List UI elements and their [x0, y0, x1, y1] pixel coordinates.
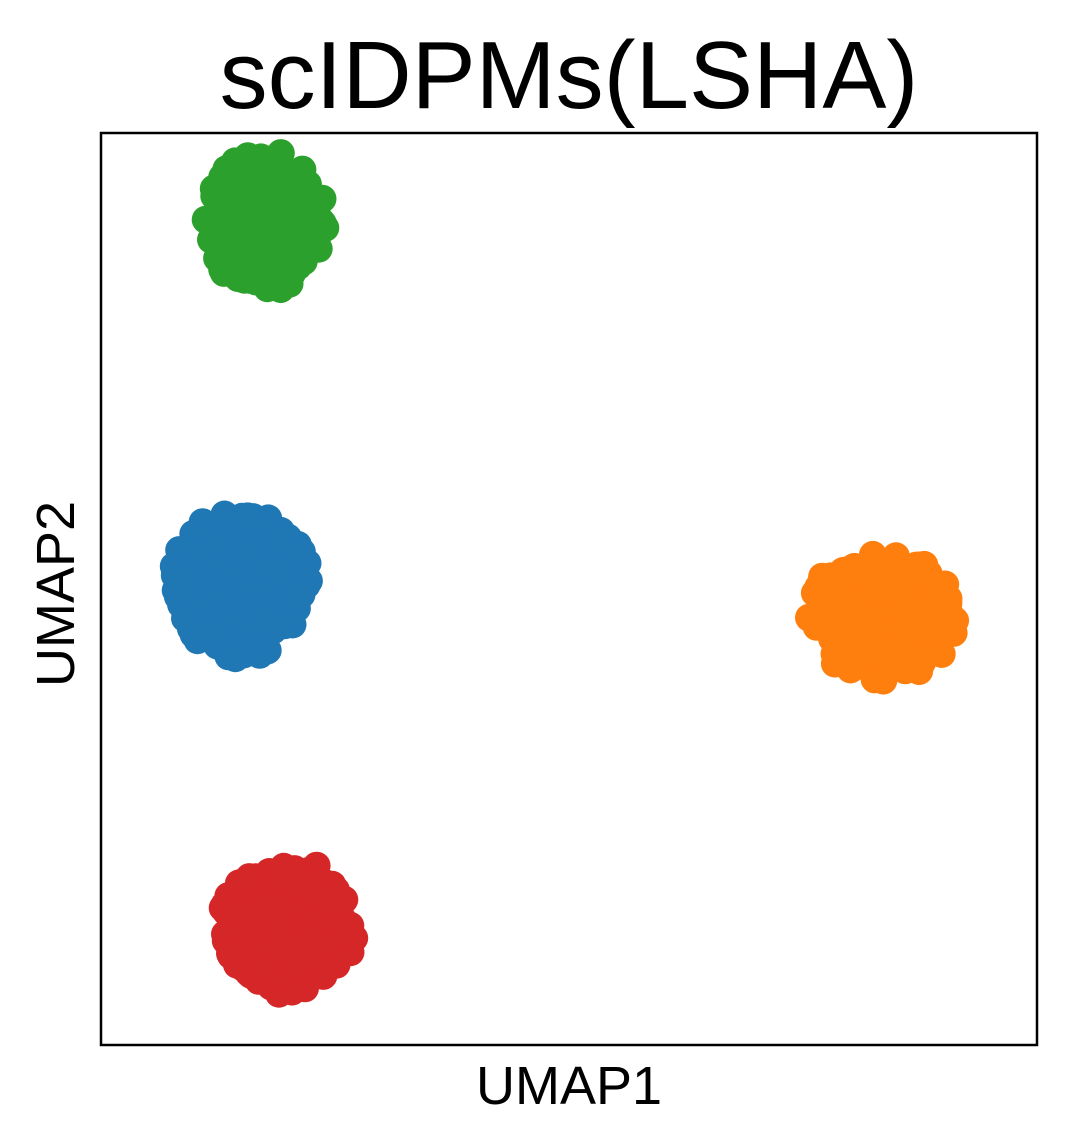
scatter-point [211, 508, 240, 537]
scatter-point [820, 592, 849, 621]
scatter-point [263, 891, 292, 920]
x-axis-label: UMAP1 [476, 1056, 662, 1116]
scatter-point [260, 162, 288, 191]
scatter-point [829, 559, 858, 588]
scatter-point [212, 897, 241, 926]
scatter-point [241, 577, 270, 605]
scatter-point [247, 953, 276, 982]
scatter-point [220, 200, 249, 229]
scatter-point [284, 870, 313, 899]
scatter-point [295, 208, 324, 236]
scatter-point [922, 615, 951, 644]
scatter-point [250, 212, 279, 240]
scatter-point [177, 537, 206, 565]
scatter-point [848, 635, 877, 664]
plot-frame [99, 131, 1039, 1047]
scatter-point [265, 525, 294, 554]
scatter-point [905, 648, 934, 677]
scatter-points [159, 139, 970, 1008]
scatter-point [867, 576, 895, 605]
scatter-point [914, 559, 943, 588]
scatter-point [270, 611, 299, 640]
cluster-3 [795, 540, 970, 695]
cluster-2 [159, 500, 323, 673]
scatter-point [214, 642, 243, 671]
scatter-point [202, 529, 231, 558]
scatter-point [172, 601, 200, 630]
scatter-point [287, 580, 316, 609]
scatter-point [229, 612, 258, 641]
scatter-point [307, 880, 336, 909]
scatter-point [800, 579, 829, 607]
scatter-point [900, 615, 929, 644]
scatter-point [191, 205, 220, 234]
scatter-point [277, 187, 306, 216]
cluster-1 [191, 139, 340, 304]
scatter-point [273, 247, 302, 276]
y-axis-label: UMAP2 [26, 501, 86, 687]
scatter-point [340, 924, 369, 953]
scatter-point [252, 253, 281, 281]
scatter-point [310, 928, 339, 957]
scatter-point [272, 926, 301, 955]
scatter-point [266, 139, 295, 168]
scatter-point [234, 538, 263, 567]
scatter-point [194, 618, 223, 647]
scatter-point [235, 863, 264, 892]
scatter-point [287, 537, 316, 566]
scatter-point [221, 230, 250, 258]
scatter-point [873, 657, 902, 686]
scatter-point [160, 561, 189, 590]
scatter-point [257, 551, 286, 580]
cluster-4 [208, 851, 369, 1008]
chart-title: scIDPMs(LSHA) [220, 22, 919, 129]
scatter-point [208, 163, 237, 191]
